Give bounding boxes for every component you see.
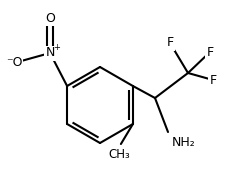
Text: +: + [54, 43, 60, 52]
Text: CH₃: CH₃ [108, 148, 130, 161]
Text: NH₂: NH₂ [172, 136, 196, 149]
Text: F: F [209, 73, 216, 86]
Text: O: O [45, 11, 55, 24]
Text: ⁻O: ⁻O [6, 56, 22, 70]
Text: F: F [206, 45, 214, 59]
Text: F: F [166, 36, 174, 49]
Text: N: N [45, 47, 55, 59]
